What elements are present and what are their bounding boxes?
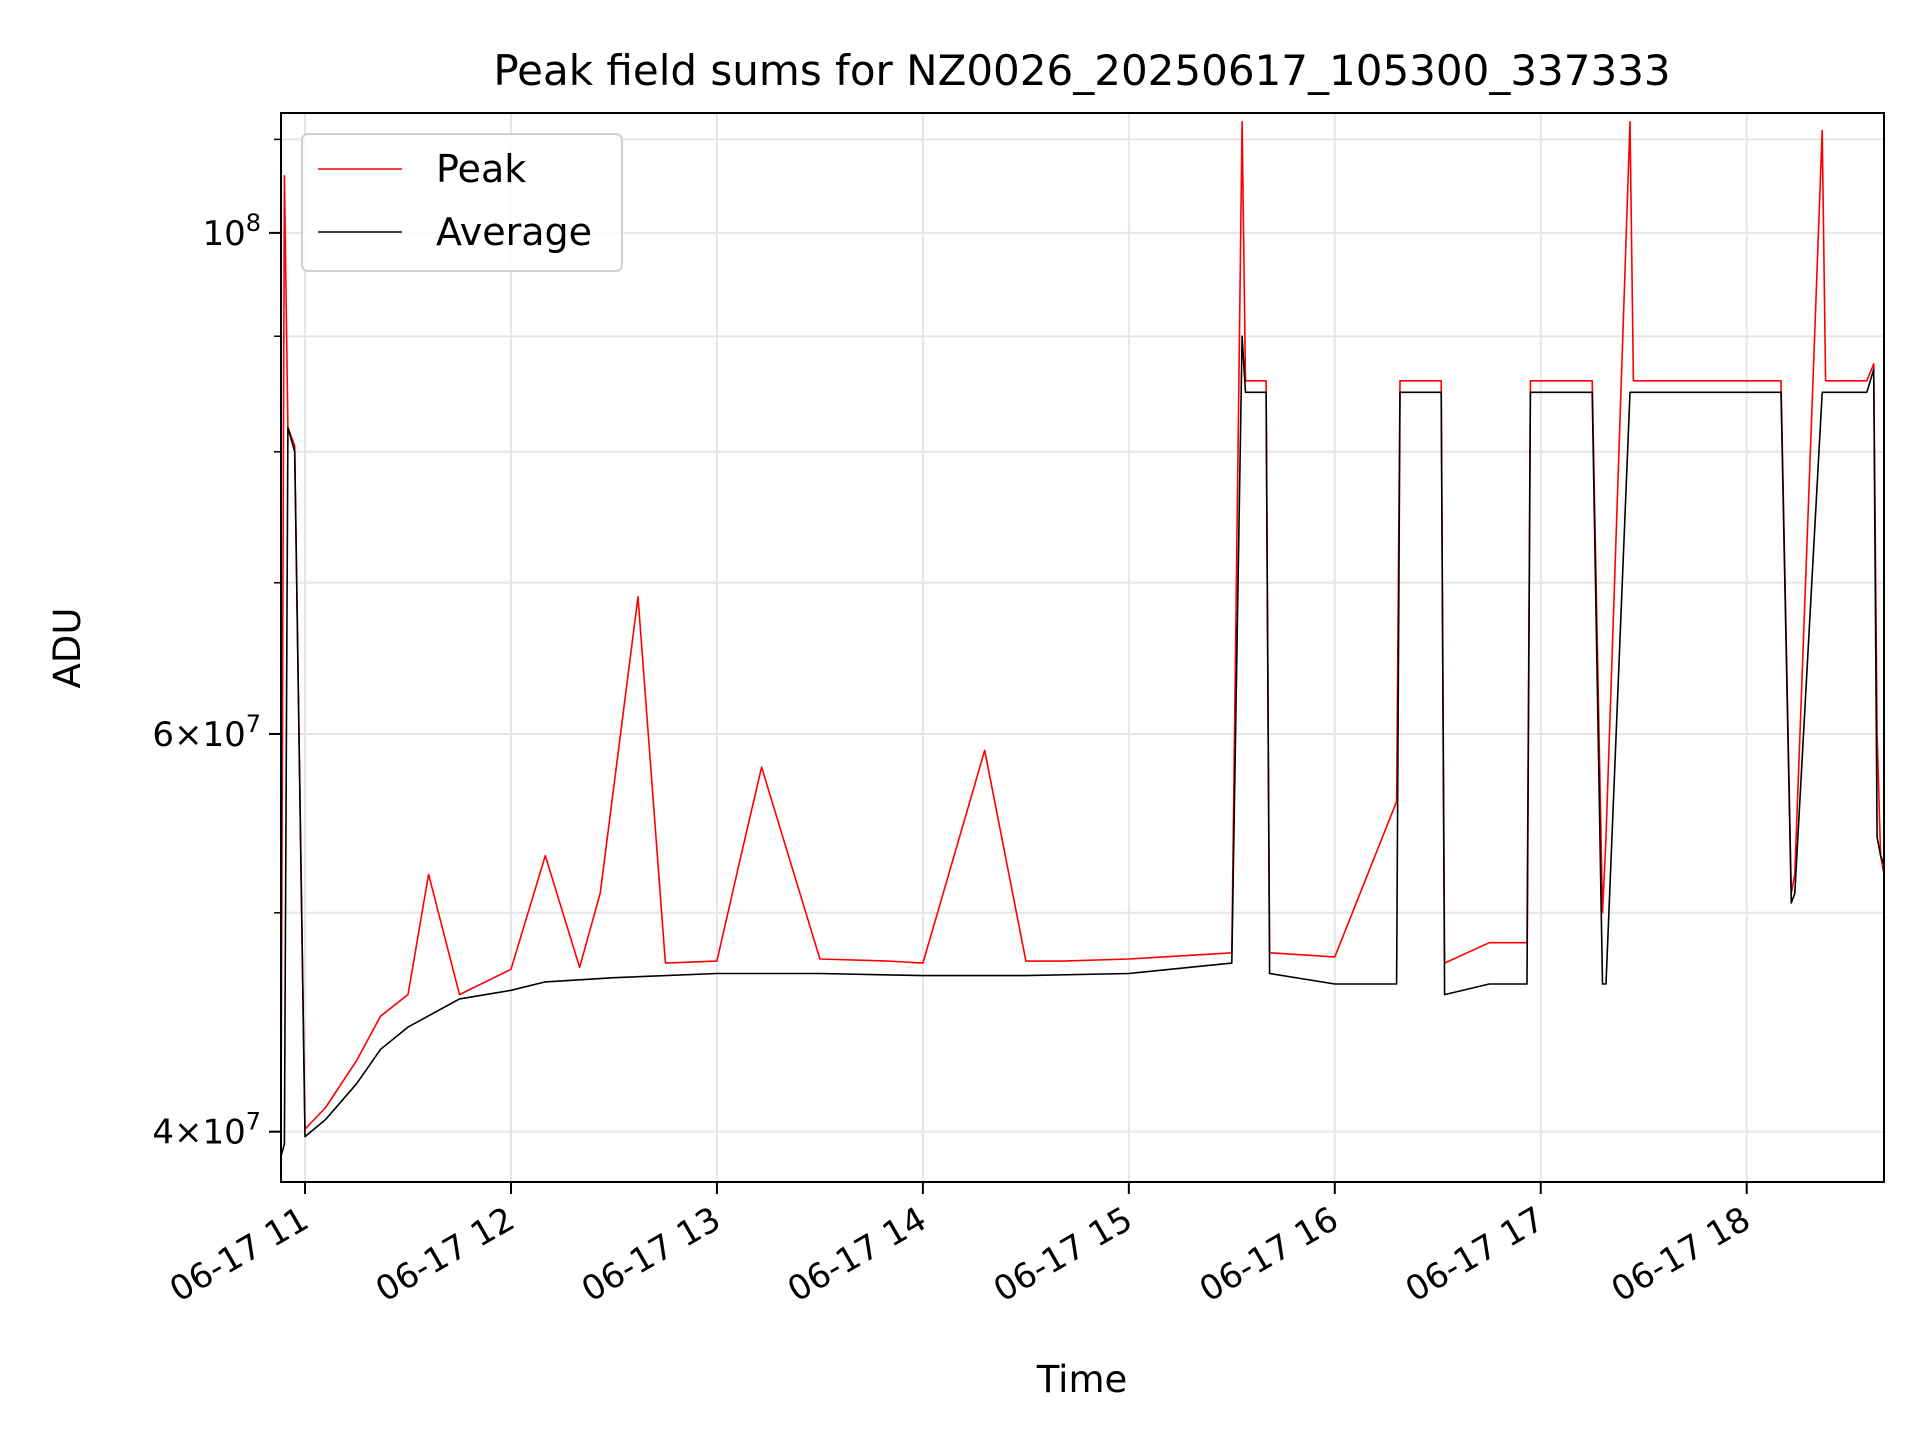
series-layer	[280, 120, 1885, 1157]
y-tick-label: 6×107	[152, 710, 261, 755]
series-line-average	[280, 335, 1885, 1157]
y-tick-label: 4×107	[152, 1108, 261, 1153]
x-axis-label: Time	[1036, 1358, 1128, 1401]
y-tick-label: 108	[202, 209, 261, 254]
legend-label-peak: Peak	[436, 147, 526, 191]
y-axis: 4×107 6×107 108	[152, 138, 281, 1153]
chart-title: Peak field sums for NZ0026_20250617_1053…	[493, 46, 1670, 95]
y-axis-label: ADU	[46, 608, 89, 689]
legend-label-average: Average	[436, 210, 592, 254]
plot-frame	[280, 112, 1885, 1183]
series-line-peak	[280, 120, 1885, 1132]
legend: Peak Average	[301, 133, 623, 272]
